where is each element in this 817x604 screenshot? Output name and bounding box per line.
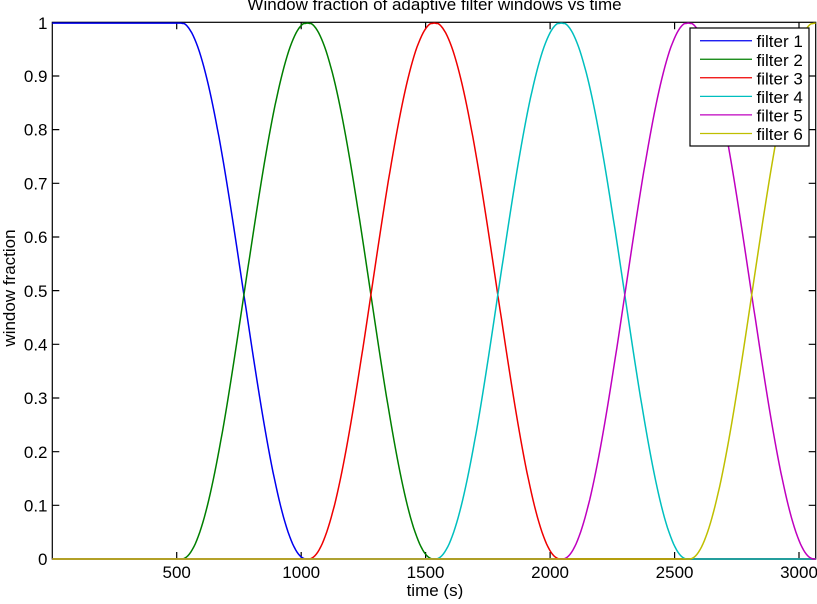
svg-text:0.8: 0.8 <box>24 121 48 140</box>
svg-text:0.7: 0.7 <box>24 174 48 193</box>
svg-text:500: 500 <box>163 563 191 582</box>
svg-text:0: 0 <box>38 550 47 569</box>
svg-text:0.3: 0.3 <box>24 389 48 408</box>
svg-text:filter 3: filter 3 <box>757 69 803 88</box>
svg-text:filter 1: filter 1 <box>757 32 803 51</box>
svg-text:time (s): time (s) <box>407 581 464 599</box>
svg-text:filter 2: filter 2 <box>757 51 803 70</box>
svg-text:Window fraction of adaptive fi: Window fraction of adaptive filter windo… <box>247 0 621 14</box>
svg-text:2000: 2000 <box>531 563 569 582</box>
svg-text:1: 1 <box>38 14 47 33</box>
svg-text:3000: 3000 <box>780 563 817 582</box>
svg-text:window fraction: window fraction <box>0 229 19 347</box>
svg-text:0.5: 0.5 <box>24 282 48 301</box>
svg-text:0.1: 0.1 <box>24 496 48 515</box>
svg-text:1000: 1000 <box>282 563 320 582</box>
svg-text:filter 6: filter 6 <box>757 125 803 144</box>
svg-text:2500: 2500 <box>656 563 694 582</box>
svg-text:filter 4: filter 4 <box>757 88 803 107</box>
svg-text:filter 5: filter 5 <box>757 106 803 125</box>
svg-text:0.6: 0.6 <box>24 228 48 247</box>
svg-text:0.9: 0.9 <box>24 67 48 86</box>
svg-text:0.2: 0.2 <box>24 443 48 462</box>
svg-text:1500: 1500 <box>407 563 445 582</box>
svg-text:0.4: 0.4 <box>24 335 48 354</box>
